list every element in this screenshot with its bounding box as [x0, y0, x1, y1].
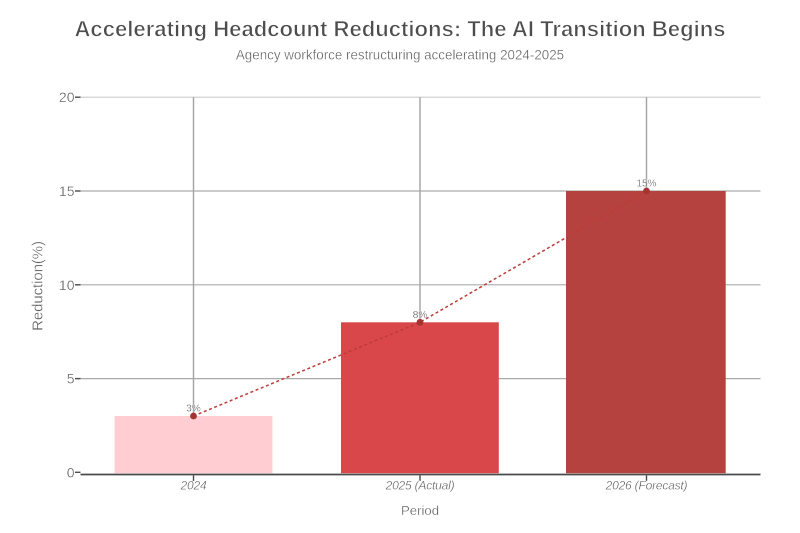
svg-text:Reduction(%): Reduction(%) [29, 241, 46, 331]
svg-text:2024: 2024 [180, 479, 207, 493]
svg-text:Agency workforce restructuring: Agency workforce restructuring accelerat… [236, 48, 564, 63]
svg-text:3%: 3% [186, 404, 201, 415]
svg-text:15%: 15% [636, 179, 656, 190]
svg-text:5: 5 [67, 371, 75, 387]
svg-text:15: 15 [59, 183, 75, 199]
svg-text:2025 (Actual): 2025 (Actual) [385, 479, 455, 493]
svg-text:8%: 8% [413, 310, 428, 321]
svg-text:20: 20 [59, 89, 75, 105]
svg-text:0: 0 [67, 464, 75, 480]
svg-text:Accelerating Headcount Reducti: Accelerating Headcount Reductions: The A… [74, 17, 725, 42]
svg-text:Period: Period [401, 503, 439, 518]
svg-text:10: 10 [59, 277, 75, 293]
svg-text:2026 (Forecast): 2026 (Forecast) [605, 479, 688, 493]
